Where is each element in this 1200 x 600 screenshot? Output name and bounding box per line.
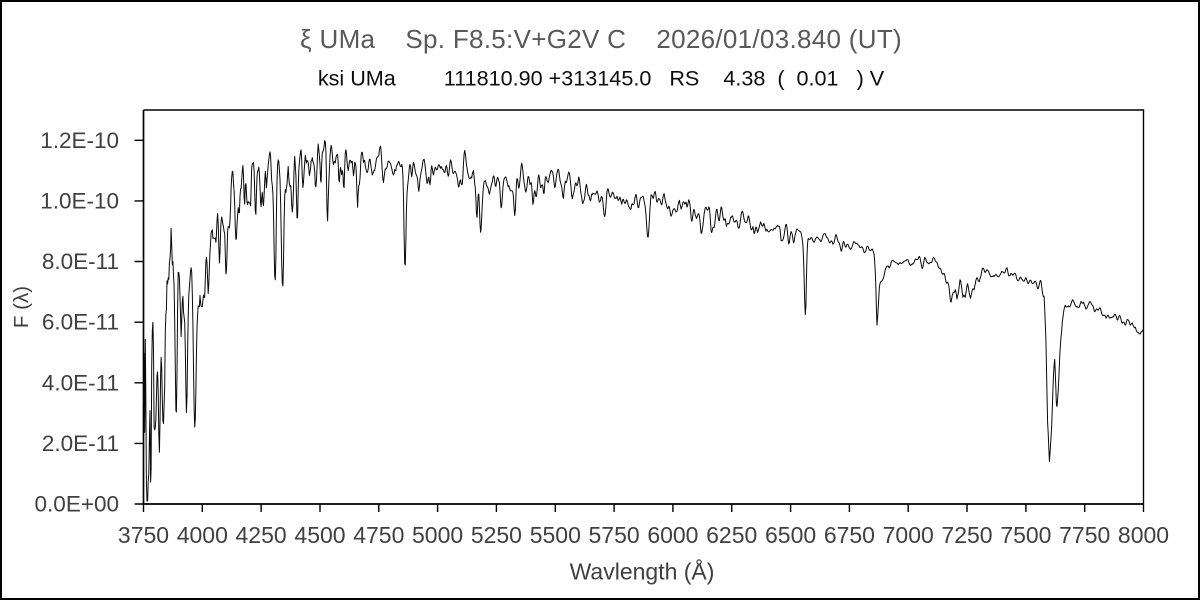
svg-text:1.0E-10: 1.0E-10 bbox=[40, 188, 119, 213]
svg-text:ksi UMa 111810.90 +3131: ksi UMa 111810.90 +313145.0 RS 4.38 ( 0.… bbox=[318, 66, 885, 91]
svg-text:4250: 4250 bbox=[236, 522, 287, 548]
svg-text:7500: 7500 bbox=[1000, 522, 1051, 548]
svg-text:3750: 3750 bbox=[118, 522, 169, 548]
svg-text:5750: 5750 bbox=[589, 522, 640, 548]
svg-text:6750: 6750 bbox=[824, 522, 875, 548]
svg-text:2.0E-11: 2.0E-11 bbox=[42, 431, 119, 456]
svg-text:ξ UMa Sp. F8.5:V+G2V C 2: ξ UMa Sp. F8.5:V+G2V C 2026/01/03.840 (U… bbox=[300, 24, 902, 54]
svg-text:4750: 4750 bbox=[353, 522, 404, 548]
svg-text:5500: 5500 bbox=[530, 522, 581, 548]
svg-text:6500: 6500 bbox=[765, 522, 816, 548]
svg-text:0.0E+00: 0.0E+00 bbox=[35, 492, 119, 517]
svg-text:F (λ): F (λ) bbox=[10, 286, 33, 328]
svg-text:7000: 7000 bbox=[883, 522, 934, 548]
svg-text:6250: 6250 bbox=[706, 522, 757, 548]
svg-text:8.0E-11: 8.0E-11 bbox=[42, 249, 119, 274]
svg-text:6.0E-11: 6.0E-11 bbox=[42, 310, 119, 335]
svg-text:4000: 4000 bbox=[177, 522, 228, 548]
svg-text:Wavlength (Å): Wavlength (Å) bbox=[570, 558, 715, 585]
svg-text:1.2E-10: 1.2E-10 bbox=[40, 128, 119, 153]
svg-text:7750: 7750 bbox=[1059, 522, 1110, 548]
svg-text:4500: 4500 bbox=[294, 522, 345, 548]
svg-text:4.0E-11: 4.0E-11 bbox=[42, 370, 119, 395]
svg-text:7250: 7250 bbox=[941, 522, 992, 548]
svg-text:6000: 6000 bbox=[647, 522, 698, 548]
svg-text:8000: 8000 bbox=[1118, 522, 1169, 548]
svg-text:5000: 5000 bbox=[412, 522, 463, 548]
svg-text:5250: 5250 bbox=[471, 522, 522, 548]
